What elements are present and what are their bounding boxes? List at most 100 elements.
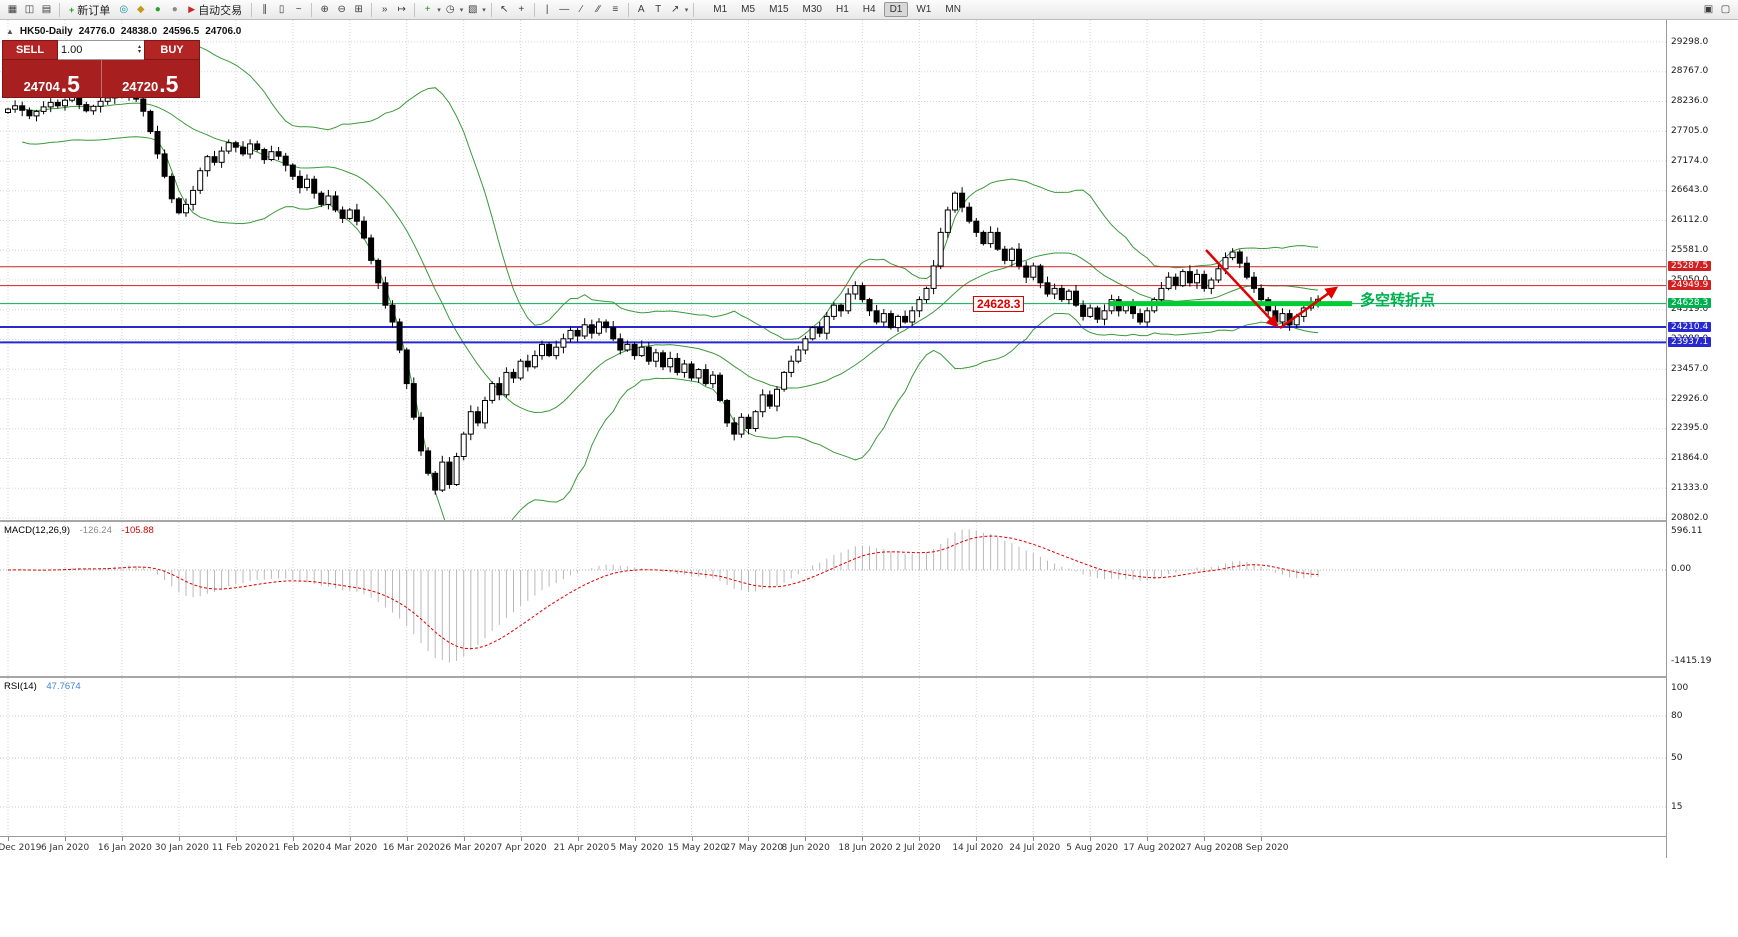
tile-windows-icon[interactable]: ⊞	[354, 4, 363, 15]
chart-window-icon[interactable]: ▦	[7, 4, 18, 15]
sell-price-main: 24704	[23, 79, 60, 94]
axis-label: 24519.0	[1671, 304, 1709, 315]
price-level-label[interactable]: 24628.3	[973, 296, 1025, 312]
arrows-icon[interactable]: ↗	[671, 4, 680, 15]
cursor-icon[interactable]: ↖	[500, 4, 509, 15]
axis-label: 23457.0	[1671, 363, 1709, 374]
dock-window-icon[interactable]: ▣	[1703, 4, 1714, 15]
timeframe-h1-button[interactable]: H1	[835, 4, 849, 15]
time-tick	[178, 837, 180, 841]
dropdown-caret-icon[interactable]: ▾	[482, 6, 486, 14]
toolbar: ▦ ◫ ▤ + 新订单 ◎ ◆ ● ● ▶ 自动交易 ∥ ▯ ~ ⊕ ⊖ ⊞» ↦ + ▾ ◷ ▾ ▧ ▾ ↖ + | — ∕ ∕∕ ≡ A T…	[0, 0, 1738, 20]
toolbar-separator	[371, 2, 373, 17]
buy-price-frac: .5	[159, 71, 179, 97]
candlestick-icon[interactable]: ▯	[278, 4, 285, 15]
autotrading-icon: ▶	[188, 4, 196, 14]
collapse-arrow-icon[interactable]: ▲	[6, 27, 14, 36]
dropdown-caret-icon[interactable]: ▾	[459, 6, 464, 14]
time-tick	[577, 837, 579, 841]
price-chart-pane[interactable]	[0, 20, 1666, 559]
time-tick	[1204, 837, 1206, 841]
timeframe-m15-button[interactable]: M15	[769, 4, 789, 15]
lot-decrease-button[interactable]: ▾	[137, 49, 141, 55]
price-axis-badge: 25287.5	[1668, 261, 1712, 272]
toolbar-separator	[414, 2, 416, 17]
macd-pane[interactable]	[0, 522, 1666, 676]
text-icon[interactable]: A	[637, 4, 645, 15]
trendline-icon[interactable]: ∕	[580, 4, 583, 15]
time-tick	[8, 837, 9, 841]
new-order-icon: +	[69, 4, 75, 15]
time-axis-label: 5 May 2020	[610, 843, 664, 853]
time-axis-label: 21 Feb 2020	[268, 843, 325, 853]
chart-shift-icon[interactable]: ↦	[397, 4, 406, 15]
new-order-button[interactable]: + 新订单	[64, 2, 115, 18]
toolbar-left-group: ▦ ◫ ▤ + 新订单 ◎ ◆ ● ● ▶ 自动交易 ∥ ▯ ~ ⊕ ⊖ ⊞» ↦ + ▾ ◷ ▾ ▧ ▾ ↖ + | — ∕ ∕∕ ≡ A T…	[4, 2, 698, 18]
rsi-name: RSI(14)	[4, 681, 37, 692]
vertical-line-icon[interactable]: |	[545, 4, 549, 15]
axis-label: 26112.0	[1671, 215, 1709, 225]
macd-name: MACD(12,26,9)	[4, 525, 70, 536]
axis-label: 29298.0	[1671, 36, 1709, 47]
time-tick	[292, 837, 294, 841]
metaeditor-icon[interactable]: ◆	[136, 4, 145, 15]
indicators-icon[interactable]: +	[424, 4, 431, 15]
close-value: 24706.0	[205, 26, 242, 37]
periods-icon[interactable]: ◷	[445, 4, 455, 15]
timeframe-d1-button[interactable]: D1	[883, 2, 909, 17]
strategy-tester-icon[interactable]: ◎	[119, 4, 129, 15]
axis-label: 27705.0	[1671, 125, 1709, 136]
axis-label: -1415.19	[1671, 655, 1712, 666]
horizontal-line-icon[interactable]: —	[559, 4, 570, 15]
sell-price[interactable]: 24704.5	[3, 60, 101, 97]
channel-icon[interactable]: ∕∕	[596, 4, 600, 15]
toolbar-separator	[490, 2, 492, 17]
rsi-label: RSI(14) 47.7674	[4, 681, 81, 692]
timeframe-m1-button[interactable]: M1	[713, 4, 728, 15]
fibonacci-icon[interactable]: ≡	[612, 4, 619, 15]
axis-label: 21333.0	[1671, 482, 1709, 493]
zoom-out-icon[interactable]: ⊖	[337, 4, 346, 15]
timeframe-m30-button[interactable]: M30	[802, 4, 822, 15]
zoom-in-icon[interactable]: ⊕	[320, 4, 329, 15]
rsi-pane[interactable]	[0, 678, 1666, 836]
price-axis[interactable]: 20802.0 21333.0 21864.0 22395.0 22926.0 23457…	[1666, 20, 1738, 858]
axis-label: 21864.0	[1671, 453, 1709, 463]
crosshair-icon[interactable]: +	[518, 4, 525, 15]
turning-point-label: 多空转折点	[1360, 292, 1436, 309]
market-watch-icon[interactable]: ◫	[24, 4, 35, 15]
line-chart-icon[interactable]: ~	[295, 4, 302, 15]
toolbar-separator	[693, 2, 695, 17]
time-tick	[1033, 837, 1035, 841]
dropdown-caret-icon[interactable]: ▾	[437, 6, 441, 14]
auto-scroll-icon[interactable]: »	[381, 4, 388, 15]
time-tick	[691, 837, 693, 841]
restore-window-icon[interactable]: ▢	[1720, 4, 1731, 15]
timeframe-m5-button[interactable]: M5	[741, 4, 756, 15]
time-axis-label: 8 Jun 2020	[781, 843, 830, 853]
time-tick	[64, 837, 66, 841]
buy-price[interactable]: 24720.5	[100, 60, 200, 97]
alerts-icon[interactable]: ●	[154, 4, 161, 15]
autotrading-button[interactable]: ▶ 自动交易	[183, 2, 247, 18]
buy-button[interactable]: BUY	[144, 40, 200, 60]
community-icon[interactable]: ●	[171, 4, 178, 15]
sell-button[interactable]: SELL	[2, 40, 58, 60]
pane-separator-macd[interactable]	[0, 520, 1738, 522]
pane-separator-rsi[interactable]	[0, 676, 1738, 678]
dropdown-caret-icon[interactable]: ▾	[684, 6, 689, 14]
time-axis-label: 26 Mar 2020	[439, 843, 497, 853]
bar-chart-icon[interactable]: ∥	[262, 4, 268, 15]
text-label-icon[interactable]: T	[655, 4, 662, 15]
toolbar-separator	[59, 2, 60, 17]
navigator-icon[interactable]: ▤	[41, 4, 52, 15]
toolbar-right-group: ▣ ▢	[1700, 2, 1734, 18]
lot-size-field[interactable]: 1.00 ▴ ▾	[58, 40, 144, 60]
lot-increase-button[interactable]: ▴	[137, 44, 141, 50]
timeframe-w1-button[interactable]: W1	[916, 4, 932, 15]
timeframe-h4-button[interactable]: H4	[862, 4, 876, 15]
templates-icon[interactable]: ▧	[467, 4, 478, 15]
timeframe-mn-button[interactable]: MN	[945, 4, 961, 15]
time-axis-label: 7 Apr 2020	[496, 843, 547, 853]
